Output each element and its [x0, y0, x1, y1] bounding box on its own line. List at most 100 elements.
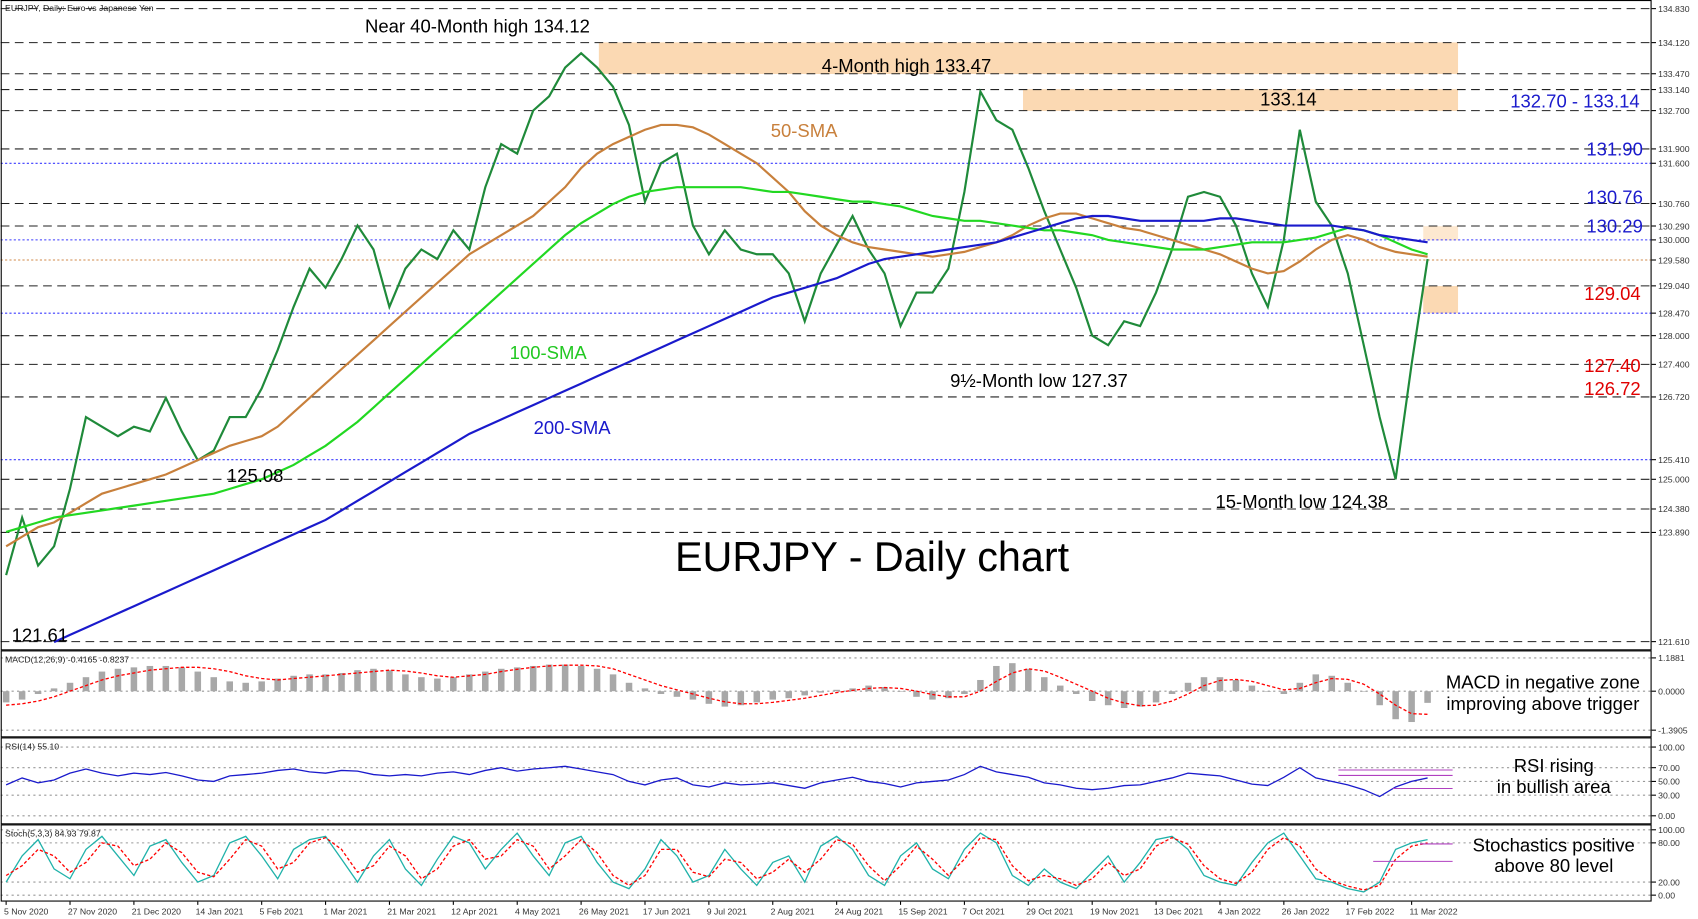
y-tick-label: 130.760 — [1658, 199, 1690, 209]
y-tick-label: -1.3905 — [1658, 725, 1688, 735]
bar — [993, 665, 1000, 692]
chart-header: EURJPY, Daily: Euro vs Japanese Yen — [5, 3, 154, 13]
bar — [1264, 691, 1272, 692]
bar — [897, 691, 904, 692]
annotation: improving above trigger — [1446, 693, 1639, 714]
bar — [322, 674, 329, 692]
annotation: 127.40 — [1584, 355, 1641, 376]
x-tick-label: 26 Jan 2022 — [1282, 907, 1330, 917]
y-tick-label: 133.140 — [1658, 85, 1690, 95]
bar — [98, 671, 106, 692]
series-label: 100-SMA — [510, 342, 588, 363]
bar — [577, 665, 585, 692]
x-tick-label: 26 May 2021 — [579, 907, 629, 917]
y-tick-label: 1.1881 — [1658, 653, 1685, 663]
annotation: 130.76 — [1586, 186, 1643, 207]
x-tick-label: 21 Mar 2021 — [387, 907, 436, 917]
bar — [593, 668, 601, 692]
bar — [913, 691, 920, 697]
bar — [737, 691, 745, 706]
x-tick-label: 17 Jun 2021 — [643, 907, 691, 917]
bar — [881, 686, 888, 692]
bar — [513, 667, 521, 692]
bar — [529, 665, 537, 692]
series-line — [5, 123, 1428, 548]
series-line — [6, 664, 1428, 715]
y-tick-label: 129.580 — [1658, 255, 1690, 265]
bar — [162, 665, 170, 692]
y-tick-label: 125.410 — [1658, 455, 1690, 465]
resistance-zone — [1423, 226, 1459, 241]
bar — [1376, 691, 1383, 706]
frame — [0, 824, 1652, 902]
annotation: 131.90 — [1586, 139, 1643, 160]
bar — [497, 668, 505, 692]
bar — [545, 664, 553, 692]
bar — [34, 691, 42, 694]
y-tick-label: 134.120 — [1658, 38, 1690, 48]
bar — [1248, 685, 1256, 692]
y-tick-label: 80.00 — [1658, 838, 1680, 848]
bar — [929, 691, 936, 700]
bar — [178, 667, 186, 692]
bar — [1136, 691, 1144, 707]
bar — [114, 668, 122, 692]
annotation: 4-Month high 133.47 — [822, 55, 991, 76]
y-tick-label: 20.00 — [1658, 877, 1680, 887]
plot-area: 134.830 134.120 133.470 133.140 132.700 131.9… — [0, 4, 1690, 917]
panel-header: MACD(12,26,9) -0.4165 -0.8237 — [5, 654, 129, 664]
bar — [561, 664, 569, 692]
y-tick-label: 125.000 — [1658, 475, 1690, 485]
y-tick-label: 130.000 — [1658, 235, 1690, 245]
y-tick-label: 100.00 — [1658, 825, 1685, 835]
bar — [130, 667, 138, 692]
annotation: MACD in negative zone — [1446, 671, 1640, 692]
annotation: in bullish area — [1497, 776, 1612, 797]
y-tick-label: 124.380 — [1658, 504, 1690, 514]
bar — [769, 691, 777, 700]
y-tick-label: 133.470 — [1658, 69, 1690, 79]
x-tick-label: 17 Feb 2022 — [1346, 907, 1395, 917]
bar — [1424, 691, 1431, 703]
bar — [18, 691, 26, 700]
annotation: RSI rising — [1514, 755, 1594, 776]
bar — [1408, 691, 1415, 723]
annotation: Stochastics positive — [1473, 835, 1635, 856]
series-label: 200-SMA — [534, 417, 612, 438]
y-tick-label: 30.00 — [1658, 790, 1680, 800]
x-tick-label: 24 Aug 2021 — [834, 907, 883, 917]
chart-title: EURJPY - Daily chart — [675, 534, 1070, 580]
panel-header: Stoch(5,3,3) 84.93 79.87 — [5, 828, 101, 838]
annotation: 133.14 — [1260, 88, 1317, 109]
bar — [338, 672, 345, 692]
bar — [434, 678, 441, 692]
y-tick-label: 134.830 — [1658, 4, 1690, 14]
bar — [945, 691, 952, 699]
resistance-zone — [1023, 89, 1459, 111]
bar — [1232, 679, 1240, 692]
resistance-zone — [598, 42, 1459, 74]
series-line — [5, 832, 1428, 893]
series-label: 50-SMA — [771, 120, 838, 141]
x-tick-label: 9 Jul 2021 — [707, 907, 747, 917]
bar — [641, 688, 649, 692]
x-tick-label: 2 Aug 2021 — [771, 907, 815, 917]
series-line — [5, 836, 1428, 891]
x-tick-label: 5 Feb 2021 — [259, 907, 303, 917]
bar — [1296, 682, 1304, 692]
annotation: 129.04 — [1584, 283, 1641, 304]
y-tick-label: 132.700 — [1658, 106, 1690, 116]
series-line — [5, 765, 1428, 798]
bar — [785, 691, 792, 699]
y-tick-label: 100.00 — [1658, 742, 1685, 752]
bar — [306, 674, 313, 692]
annotation: 126.72 — [1584, 378, 1641, 399]
bar — [961, 691, 968, 694]
bar — [801, 691, 808, 696]
series-line — [5, 186, 1428, 533]
bar — [82, 677, 90, 692]
y-tick-label: 128.000 — [1658, 331, 1690, 341]
bar — [1216, 677, 1224, 692]
bar — [370, 668, 377, 692]
